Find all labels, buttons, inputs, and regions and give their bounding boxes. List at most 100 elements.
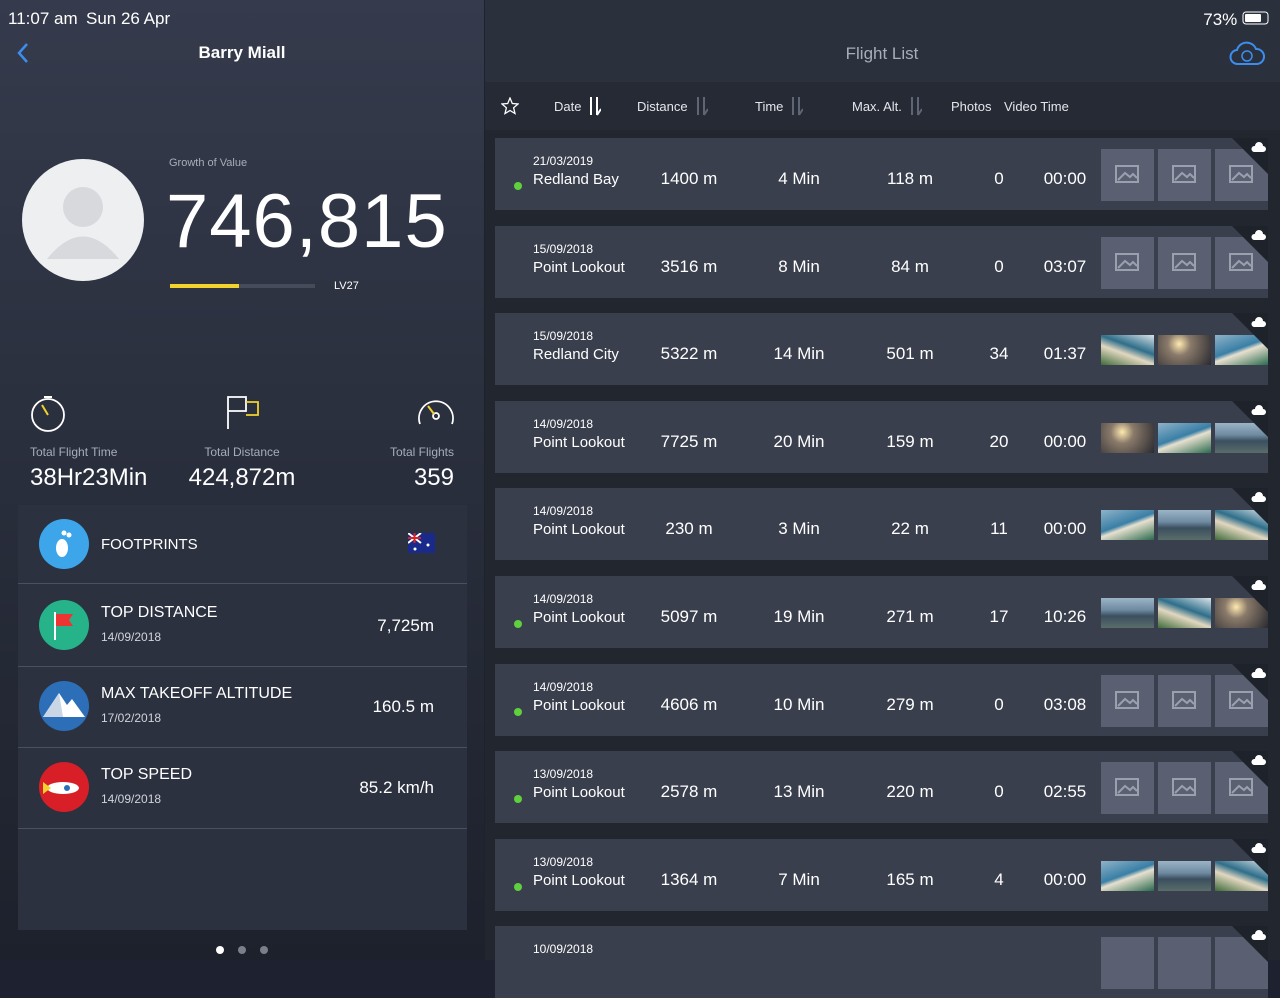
footprints-row[interactable]: FOOTPRINTS <box>18 505 467 584</box>
sort-arrows <box>911 97 923 116</box>
flight-video-time: 03:07 <box>1043 256 1087 276</box>
thumbnail[interactable] <box>1101 422 1154 453</box>
cloud-badge <box>1232 576 1268 612</box>
column-header-label[interactable]: Max. Alt. <box>852 99 902 114</box>
flight-distance: 230 m <box>665 519 713 539</box>
record-value: 85.2 km/h <box>359 778 434 797</box>
cloud-corner <box>1232 751 1268 792</box>
flight-photos: 0 <box>994 169 1004 188</box>
thumbnail[interactable] <box>1158 149 1211 201</box>
placeholder-image <box>1115 778 1139 797</box>
stat-label: Total Distance <box>204 445 280 459</box>
placeholder-image <box>1172 165 1196 183</box>
thumbnail[interactable] <box>1101 335 1154 366</box>
thumbnail[interactable] <box>1158 598 1211 628</box>
flight-time: 7 Min <box>778 869 820 889</box>
flight-distance: 5097 m <box>660 607 718 626</box>
flight-row[interactable]: 15/09/2018 Point Lookout 3516 m 8 Min 84 m 0 0… <box>495 225 1268 298</box>
flight-row[interactable]: 13/09/2018 Point Lookout 1364 m 7 Min 165 m 4… <box>495 838 1268 911</box>
thumbnail[interactable] <box>1158 937 1211 990</box>
flight-video-time: 00:00 <box>1043 519 1087 539</box>
cloud-corner <box>1232 926 1268 967</box>
cloud-badge <box>1232 751 1268 788</box>
thumbnail[interactable] <box>1101 860 1154 891</box>
flight-row[interactable]: 15/09/2018 Redland City 5322 m 14 Min 501 m 3… <box>495 313 1268 386</box>
sync-dot <box>514 182 522 190</box>
flight-time: 13 Min <box>773 782 825 802</box>
back-button[interactable] <box>16 42 30 64</box>
column-header-label[interactable]: Date <box>554 99 582 114</box>
thumbnail[interactable] <box>1101 510 1154 541</box>
thumbnail[interactable] <box>1101 598 1154 628</box>
flight-time: 8 Min <box>778 256 820 276</box>
flight-row[interactable]: 10/09/2018 <box>495 926 1268 998</box>
sort-icon <box>587 95 602 122</box>
thumbnail[interactable] <box>1158 860 1211 891</box>
flight-max-alt: 84 m <box>891 256 929 276</box>
flight-time: 10 Min <box>773 694 825 714</box>
flight-time-icon <box>31 396 65 432</box>
level-bar <box>170 284 315 288</box>
flight-max-alt: 220 m <box>886 782 934 802</box>
column-header-label[interactable]: Time <box>755 99 784 114</box>
flight-distance: 5322 m <box>660 344 718 364</box>
thumbnail[interactable] <box>1158 422 1211 453</box>
thumbnail[interactable] <box>1158 762 1211 815</box>
profile-panel: 11:07 am Sun 26 Apr Barry Miall Growth o… <box>0 0 484 960</box>
flight-row[interactable]: 14/09/2018 Point Lookout 4606 m 10 Min 279 m… <box>495 663 1268 736</box>
flight-photos: 0 <box>994 256 1004 276</box>
thumbnail[interactable] <box>1158 335 1211 366</box>
cloud-corner <box>1232 838 1268 880</box>
flight-max-alt: 22 m <box>891 519 929 539</box>
record-row[interactable]: TOP SPEED 14/09/2018 85.2 km/h <box>18 746 467 829</box>
column-header-label[interactable]: Distance <box>637 99 688 114</box>
column-header-label: Photos <box>951 99 992 114</box>
record-row[interactable]: TOP DISTANCE 14/09/2018 7,725m <box>18 584 467 667</box>
flight-row[interactable]: 14/09/2018 Point Lookout 230 m 3 Min 22 m 11 0… <box>495 488 1268 561</box>
flight-row[interactable]: 14/09/2018 Point Lookout 7725 m 20 Min 159 m… <box>495 400 1268 473</box>
flight-photos: 20 <box>989 431 1009 451</box>
favorite-filter[interactable] <box>501 97 519 115</box>
flight-video-time: 10:26 <box>1043 607 1087 626</box>
flight-photos: 0 <box>994 782 1004 802</box>
thumbnail[interactable] <box>1158 510 1211 541</box>
record-icon <box>39 681 89 731</box>
flight-location: Point Lookout <box>533 258 625 276</box>
flight-photos: 34 <box>989 344 1009 364</box>
thumbnail[interactable] <box>1158 236 1211 289</box>
placeholder-image <box>1229 690 1253 709</box>
sort-icon <box>694 95 709 122</box>
flight-max-alt: 279 m <box>886 694 934 714</box>
sort-arrows <box>590 97 602 116</box>
flight-time: 4 Min <box>778 169 820 188</box>
record-icon <box>39 762 89 812</box>
flight-row[interactable]: 21/03/2019 Redland Bay 1400 m 4 Min 118 m 0 00… <box>495 138 1268 210</box>
flight-row[interactable]: 13/09/2018 Point Lookout 2578 m 13 Min 220 m… <box>495 751 1268 824</box>
flight-time: 14 Min <box>773 344 825 364</box>
thumbnail[interactable] <box>1101 674 1154 727</box>
record-icon <box>39 600 89 650</box>
sort-arrows <box>697 97 709 116</box>
flight-max-alt: 501 m <box>886 344 934 364</box>
record-value: 7,725m <box>377 616 434 635</box>
flight-max-alt: 118 m <box>887 169 933 188</box>
placeholder-image <box>1115 252 1139 271</box>
flight-distance: 1400 m <box>660 169 718 188</box>
growth-value: 746,815 <box>166 179 448 264</box>
thumbnail[interactable] <box>1101 149 1154 201</box>
sync-button[interactable] <box>1229 40 1265 68</box>
thumbnail[interactable] <box>1101 236 1154 289</box>
flight-photos: 17 <box>989 607 1009 626</box>
avatar[interactable] <box>22 159 144 281</box>
thumbnail[interactable] <box>1158 674 1211 727</box>
flight-row[interactable]: 14/09/2018 Point Lookout 5097 m 19 Min 271 m… <box>495 576 1268 648</box>
cloud-corner <box>1232 225 1268 267</box>
column-header-label: Video Time <box>1004 99 1069 114</box>
thumbnail[interactable] <box>1101 762 1154 815</box>
flight-location: Point Lookout <box>533 696 625 714</box>
thumbnail[interactable] <box>1101 937 1154 990</box>
flight-video-time: 01:37 <box>1043 344 1087 364</box>
sync-dot <box>514 882 522 891</box>
record-row[interactable]: MAX TAKEOFF ALTITUDE 17/02/2018 160.5 m <box>18 665 467 748</box>
